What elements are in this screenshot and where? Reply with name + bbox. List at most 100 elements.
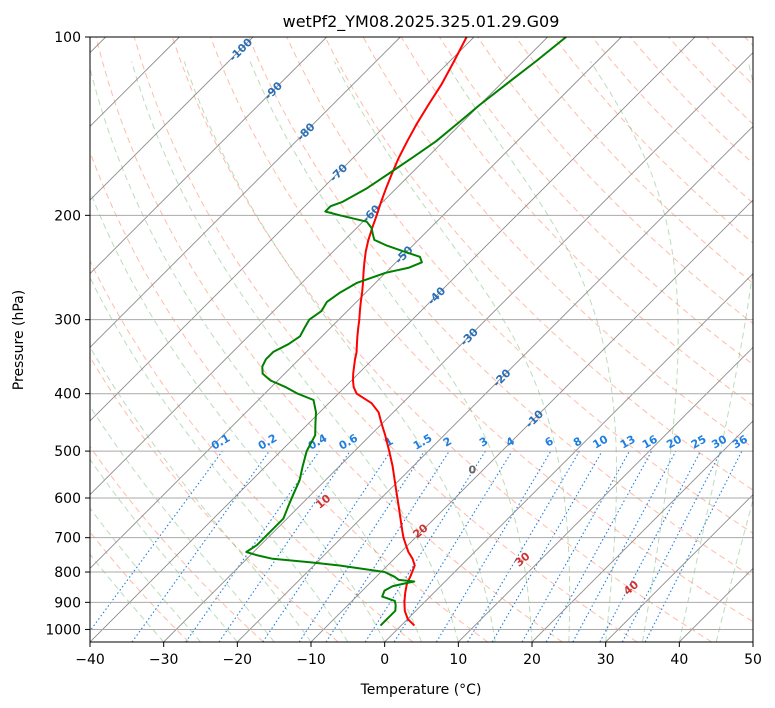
- moist-adiabat-line: [333, 61, 571, 642]
- mixing-ratio-line: [521, 450, 630, 642]
- y-tick-label: 100: [54, 30, 81, 46]
- moist-adiabat-line: [90, 405, 275, 642]
- isotherm-line: [531, 420, 753, 642]
- y-tick-label: 600: [54, 491, 81, 507]
- y-tick-label: 1000: [45, 622, 81, 638]
- x-tick-label: 30: [597, 652, 615, 668]
- isotherm-line: [90, 37, 327, 275]
- x-tick-label: −40: [75, 652, 105, 668]
- moist-adiabat-label: 0: [469, 463, 477, 476]
- mixing-ratio-line: [572, 450, 677, 642]
- moist-adiabat-line: [678, 61, 753, 642]
- isotherm-line: [90, 37, 401, 348]
- mixing-ratio-label: 13: [618, 433, 638, 452]
- isotherm-line: [458, 346, 753, 642]
- moist-adiabat-line: [90, 507, 201, 642]
- isotherm-line: [237, 125, 753, 642]
- y-axis-label: Pressure (hPa): [11, 290, 27, 390]
- x-axis: −40 −30 −20 −10 0 10 20 30 40 50: [75, 642, 762, 668]
- isotherm-label: -90: [262, 79, 285, 102]
- dry-adiabat-label: 20: [411, 521, 431, 541]
- moist-adiabat-line: [90, 276, 349, 642]
- isotherm-label: -70: [327, 161, 350, 184]
- dewpoint-profile: [245, 37, 567, 627]
- moist-adiabat-line: [90, 553, 165, 642]
- x-tick-label: 0: [380, 652, 389, 668]
- moist-adiabat-line: [90, 345, 312, 642]
- mixing-ratio-label: 25: [689, 433, 709, 452]
- isotherm-line: [90, 37, 548, 496]
- dry-adiabat-line: [324, 37, 753, 491]
- mixing-ratio-lines: [90, 450, 743, 642]
- isotherm-line: [752, 641, 753, 642]
- x-axis-label: Temperature (°C): [360, 682, 482, 698]
- mixing-ratio-label: 3: [477, 435, 490, 450]
- mixing-ratio-line: [393, 450, 513, 642]
- moist-adiabat-line: [444, 61, 617, 642]
- x-tick-label: −20: [223, 652, 253, 668]
- x-tick-label: −10: [296, 652, 326, 668]
- y-tick-label: 800: [54, 565, 81, 581]
- isotherm-label: -100: [226, 35, 255, 64]
- sounding-profiles: [245, 37, 567, 627]
- y-tick-label: 200: [54, 208, 81, 224]
- moist-adiabat-line: [90, 65, 422, 642]
- isotherm-label: -10: [523, 407, 546, 430]
- isopleth-labels: 0.1 0.2 0.4 0.6 1 1.5 2 3 4 6 8 10 13 16 20 25 30 36-100-…: [209, 35, 750, 598]
- isotherm-line: [163, 52, 753, 642]
- isotherm-label: -40: [425, 284, 448, 307]
- dry-adiabat-line: [591, 37, 753, 204]
- temperature-profile: [352, 37, 468, 627]
- isotherm-label: -30: [458, 325, 481, 348]
- dry-adiabat-line: [90, 356, 339, 642]
- x-tick-label: 10: [449, 652, 467, 668]
- isotherm-line: [384, 273, 753, 642]
- dry-adiabat-line: [438, 37, 753, 366]
- y-tick-label: 900: [54, 595, 81, 611]
- dry-adiabat-label: 10: [313, 492, 333, 512]
- moist-adiabat-line: [90, 458, 238, 642]
- mixing-ratio-label: 1.5: [411, 432, 434, 453]
- dry-adiabat-line: [248, 37, 753, 578]
- mixing-ratio-line: [218, 450, 351, 642]
- moist-adiabat-line: [183, 61, 496, 642]
- mixing-ratio-label: 0.1: [209, 432, 232, 453]
- mixing-ratio-label: 16: [640, 432, 660, 451]
- mixing-ratio-line: [262, 450, 392, 642]
- mixing-ratio-line: [90, 450, 223, 632]
- moist-adiabat-line: [131, 61, 459, 642]
- dry-adiabat-line: [706, 37, 753, 86]
- dry-adiabats: [90, 37, 753, 642]
- mixing-ratio-label: 0.2: [256, 432, 279, 453]
- mixing-ratio-label: 0.4: [306, 431, 330, 452]
- mixing-ratio-label: 10: [591, 432, 611, 451]
- mixing-ratio-line: [435, 450, 552, 642]
- moist-adiabat-line: [715, 498, 753, 642]
- moist-adiabats: [90, 61, 753, 642]
- chart-title: wetPf2_YM08.2025.325.01.29.G09: [283, 12, 560, 32]
- mixing-ratio-line: [325, 450, 450, 642]
- isotherm-line: [90, 37, 475, 422]
- dry-adiabat-line: [90, 259, 414, 642]
- mixing-ratio-label: 8: [571, 435, 584, 450]
- isotherm-label: -80: [294, 120, 317, 143]
- mixing-ratio-label: 20: [664, 432, 684, 451]
- dry-adiabat-line: [210, 37, 753, 623]
- y-tick-label: 500: [54, 444, 81, 460]
- moist-adiabat-line: [90, 189, 386, 642]
- isobar-grid: [90, 37, 753, 630]
- dry-adiabat-line: [90, 531, 190, 642]
- isotherm-grid: [90, 37, 753, 642]
- x-tick-label: 40: [670, 652, 688, 668]
- x-tick-label: 20: [523, 652, 541, 668]
- moist-adiabat-line: [249, 61, 533, 642]
- dry-adiabat-line: [171, 37, 712, 642]
- dry-adiabat-line: [668, 37, 753, 125]
- isotherm-line: [90, 37, 254, 201]
- isotherm-line: [90, 37, 696, 642]
- mixing-ratio-line: [467, 450, 580, 642]
- moist-adiabat-line: [590, 61, 679, 642]
- isotherm-line: [679, 567, 753, 642]
- y-tick-label: 400: [54, 387, 81, 403]
- mixing-ratio-label: 30: [709, 432, 729, 451]
